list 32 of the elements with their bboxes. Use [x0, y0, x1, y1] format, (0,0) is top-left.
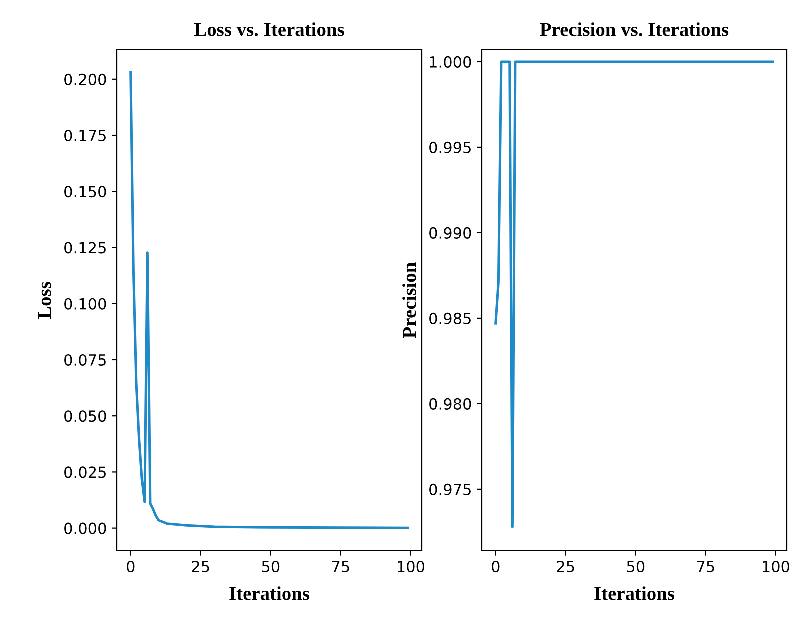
y-tick-label: 0.150 — [64, 186, 106, 198]
x-axis-title: Iterations — [594, 586, 675, 600]
y-tick-label: 0.175 — [64, 130, 106, 142]
x-tick-label: 75 — [332, 561, 350, 573]
chart-title: Loss vs. Iterations — [194, 22, 344, 36]
chart-title: Precision vs. Iterations — [540, 22, 729, 36]
y-tick-label: 0.100 — [64, 298, 106, 310]
x-tick-label: 25 — [192, 560, 210, 573]
x-tick-label: 50 — [262, 560, 280, 573]
y-tick-label: 0.985 — [430, 312, 471, 324]
x-tick-label: 0 — [492, 560, 500, 573]
y-tick-label: 0.125 — [64, 242, 106, 254]
y-tick-label: 0.075 — [64, 354, 106, 366]
x-tick-label: 0 — [127, 560, 135, 573]
y-tick-label: 0.975 — [430, 484, 471, 496]
y-tick-label: 0.200 — [64, 74, 106, 86]
y-axis-title: Precision — [402, 262, 416, 338]
x-tick-label: 50 — [627, 560, 645, 573]
y-tick-label: 1.000 — [430, 56, 472, 68]
x-axis-title: Iterations — [230, 586, 310, 600]
y-axis-title: Loss — [38, 282, 52, 320]
y-tick-label: 0.990 — [430, 227, 472, 239]
y-tick-label: 0.050 — [64, 410, 106, 422]
y-tick-label: 0.000 — [64, 522, 106, 534]
x-tick-label: 100 — [398, 560, 425, 573]
x-tick-label: 75 — [697, 561, 714, 573]
x-tick-label: 100 — [763, 560, 790, 573]
y-tick-label: 0.995 — [430, 142, 471, 154]
line-series — [494, 60, 774, 528]
y-tick-label: 0.025 — [64, 466, 106, 478]
x-tick-label: 25 — [557, 560, 574, 573]
y-tick-label: 0.980 — [430, 398, 472, 410]
